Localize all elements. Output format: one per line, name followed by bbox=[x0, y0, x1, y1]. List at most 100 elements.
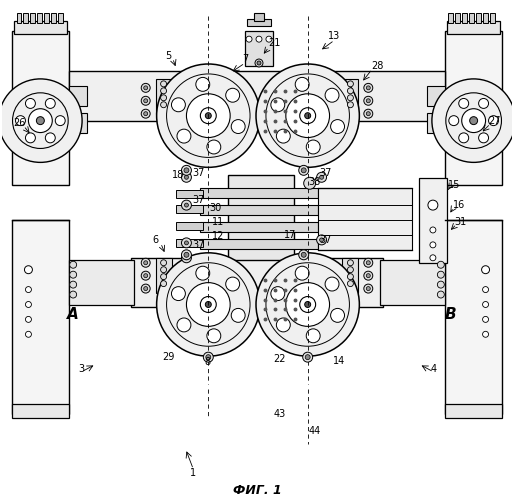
Circle shape bbox=[70, 281, 77, 288]
Circle shape bbox=[430, 227, 436, 233]
Circle shape bbox=[301, 168, 306, 173]
Circle shape bbox=[304, 178, 316, 189]
Bar bbox=[58, 14, 63, 24]
Bar bbox=[51, 14, 56, 24]
Bar bbox=[454, 407, 458, 417]
Bar bbox=[448, 14, 453, 24]
Circle shape bbox=[305, 354, 310, 360]
Bar bbox=[49, 407, 54, 417]
Circle shape bbox=[144, 261, 148, 264]
Circle shape bbox=[256, 253, 359, 356]
Circle shape bbox=[437, 271, 444, 278]
Circle shape bbox=[320, 238, 324, 242]
Circle shape bbox=[15, 116, 26, 126]
Circle shape bbox=[286, 282, 329, 327]
Circle shape bbox=[256, 36, 262, 42]
Text: 38: 38 bbox=[308, 178, 321, 188]
Circle shape bbox=[160, 102, 167, 108]
Text: 7: 7 bbox=[242, 54, 248, 64]
Circle shape bbox=[167, 74, 250, 158]
Circle shape bbox=[364, 258, 373, 267]
Circle shape bbox=[366, 261, 370, 264]
Bar bbox=[11, 220, 69, 414]
Circle shape bbox=[331, 308, 344, 322]
Circle shape bbox=[437, 281, 444, 288]
Text: 37: 37 bbox=[192, 195, 205, 205]
Bar bbox=[481, 407, 486, 417]
Circle shape bbox=[141, 271, 150, 280]
Bar bbox=[13, 22, 67, 34]
Text: A: A bbox=[67, 307, 79, 322]
Circle shape bbox=[246, 36, 252, 42]
Circle shape bbox=[205, 112, 211, 118]
Circle shape bbox=[256, 64, 359, 168]
Circle shape bbox=[181, 253, 191, 262]
Circle shape bbox=[181, 250, 191, 260]
Circle shape bbox=[437, 291, 444, 298]
Circle shape bbox=[70, 291, 77, 298]
Bar bbox=[156, 258, 172, 292]
Bar bbox=[419, 178, 447, 262]
Circle shape bbox=[430, 242, 436, 248]
Circle shape bbox=[430, 255, 436, 261]
Text: 37: 37 bbox=[319, 168, 332, 178]
Circle shape bbox=[317, 172, 326, 182]
Circle shape bbox=[181, 172, 191, 182]
Circle shape bbox=[364, 284, 373, 293]
Bar bbox=[69, 112, 87, 132]
Circle shape bbox=[181, 200, 191, 210]
Circle shape bbox=[366, 274, 370, 278]
Circle shape bbox=[45, 98, 56, 108]
Text: 37: 37 bbox=[192, 240, 205, 250]
Bar bbox=[483, 14, 488, 24]
Circle shape bbox=[347, 88, 354, 94]
Bar bbox=[38, 14, 42, 24]
Circle shape bbox=[266, 262, 350, 346]
Circle shape bbox=[347, 274, 354, 280]
Circle shape bbox=[144, 86, 148, 90]
Bar bbox=[445, 220, 503, 414]
Circle shape bbox=[458, 133, 469, 143]
Circle shape bbox=[226, 277, 240, 291]
Text: 4: 4 bbox=[431, 364, 437, 374]
Text: 43: 43 bbox=[274, 409, 286, 419]
Circle shape bbox=[364, 84, 373, 92]
Text: 3: 3 bbox=[78, 364, 84, 374]
Bar bbox=[13, 407, 19, 417]
Bar bbox=[318, 188, 412, 250]
Text: 5: 5 bbox=[166, 51, 172, 61]
Text: 17: 17 bbox=[284, 230, 296, 240]
Circle shape bbox=[144, 274, 148, 278]
Circle shape bbox=[483, 316, 488, 322]
Text: 21: 21 bbox=[269, 38, 281, 48]
Circle shape bbox=[437, 262, 444, 268]
Text: 37: 37 bbox=[192, 168, 205, 178]
Bar bbox=[447, 22, 501, 34]
Text: 13: 13 bbox=[328, 31, 341, 41]
Bar bbox=[455, 14, 460, 24]
Circle shape bbox=[479, 133, 488, 143]
Bar bbox=[69, 71, 445, 120]
Circle shape bbox=[364, 96, 373, 105]
Bar bbox=[445, 404, 503, 418]
Circle shape bbox=[306, 329, 320, 343]
Circle shape bbox=[172, 286, 186, 300]
Circle shape bbox=[226, 88, 240, 102]
Bar bbox=[228, 176, 294, 260]
Circle shape bbox=[305, 112, 310, 118]
Circle shape bbox=[26, 302, 31, 308]
Circle shape bbox=[325, 277, 339, 291]
Circle shape bbox=[299, 250, 309, 260]
Circle shape bbox=[207, 140, 221, 154]
Text: 15: 15 bbox=[448, 180, 460, 190]
Bar bbox=[11, 31, 69, 185]
Circle shape bbox=[483, 286, 488, 292]
Bar bbox=[342, 79, 358, 114]
Text: 37: 37 bbox=[319, 235, 332, 245]
Text: 14: 14 bbox=[334, 356, 345, 366]
Circle shape bbox=[331, 120, 344, 134]
Circle shape bbox=[144, 99, 148, 103]
Circle shape bbox=[157, 64, 260, 168]
Circle shape bbox=[141, 258, 150, 267]
Circle shape bbox=[320, 176, 324, 180]
